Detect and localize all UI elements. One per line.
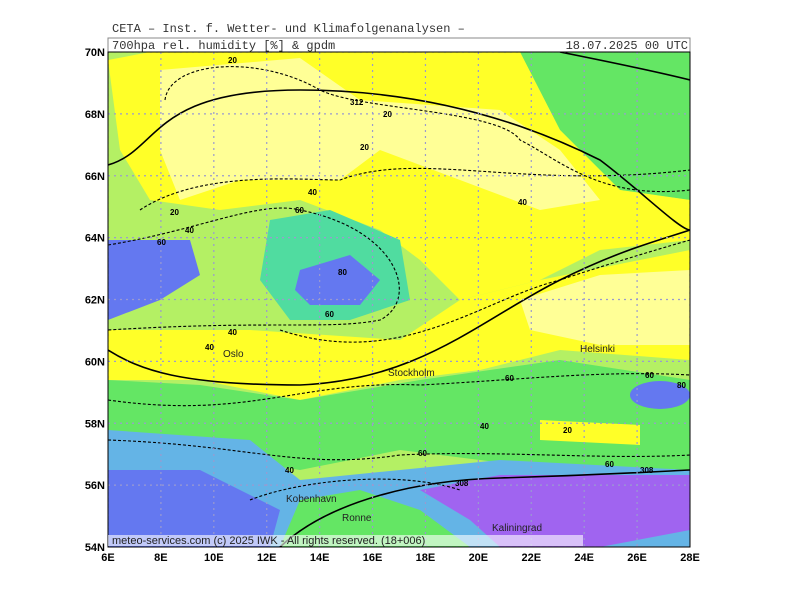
lon-label: 26E [627, 552, 647, 564]
lon-label: 22E [521, 552, 541, 564]
city-label: Kaliningrad [492, 523, 542, 534]
graticule [108, 52, 690, 547]
lon-label: 24E [574, 552, 594, 564]
lon-label: 28E [680, 552, 700, 564]
contour-label: 60 [605, 460, 614, 469]
city-label: Oslo [223, 349, 244, 360]
city-label: Helsinki [580, 344, 615, 355]
contour-label: 20 [563, 426, 572, 435]
contour-label: 80 [677, 381, 686, 390]
contour-label: 40 [480, 422, 489, 431]
lon-label: 12E [257, 552, 277, 564]
lat-label: 64N [85, 233, 105, 245]
map-area [108, 52, 690, 547]
lon-label: 8E [154, 552, 167, 564]
contour-label: 60 [645, 371, 654, 380]
contour-label: 40 [228, 328, 237, 337]
contour-label: 40 [205, 343, 214, 352]
lat-label: 62N [85, 295, 105, 307]
contour-label: 20 [360, 143, 369, 152]
map-frame [107, 51, 691, 548]
lat-label: 54N [85, 542, 105, 554]
contour-label: 40 [518, 198, 527, 207]
header-subtitle: 700hpa rel. humidity [%] & gpdm [112, 39, 335, 53]
contour-label: 20 [170, 208, 179, 217]
header-date: 18.07.2025 00 UTC [566, 39, 688, 53]
contour-label: 60 [295, 206, 304, 215]
city-labels: Oslo Stockholm Helsinki Kobenhavn Ronne … [223, 344, 615, 534]
lat-label: 70N [85, 47, 105, 59]
lat-label: 60N [85, 356, 105, 368]
contour-label: 40 [185, 226, 194, 235]
contour-label: 308 [640, 466, 654, 475]
lat-label: 68N [85, 109, 105, 121]
lon-label: 14E [310, 552, 330, 564]
lon-label: 20E [469, 552, 489, 564]
contour-label: 20 [228, 56, 237, 65]
header-title: CETA – Inst. f. Wetter- und Klimafolgena… [112, 22, 465, 36]
contour-label: 20 [383, 110, 392, 119]
city-label: Kobenhavn [286, 494, 337, 505]
lon-label: 18E [416, 552, 436, 564]
footer-box [108, 535, 583, 546]
contour-label: 308 [455, 479, 469, 488]
contour-label: 80 [338, 268, 347, 277]
contour-label: 60 [505, 374, 514, 383]
lat-label: 56N [85, 480, 105, 492]
contour-label: 40 [285, 466, 294, 475]
lon-label: 6E [101, 552, 114, 564]
contour-label: 60 [418, 449, 427, 458]
contour-label: 60 [325, 310, 334, 319]
lon-label: 16E [363, 552, 383, 564]
contour-labels: 20 312 20 20 40 40 60 80 60 60 40 40 20 … [157, 56, 686, 488]
contour-label: 60 [157, 238, 166, 247]
contour-label: 312 [350, 98, 364, 107]
contour-label: 40 [308, 188, 317, 197]
lat-label: 58N [85, 418, 105, 430]
city-label: Stockholm [388, 368, 435, 379]
city-label: Ronne [342, 513, 372, 524]
lat-label: 66N [85, 171, 105, 183]
footer-text: meteo-services.com (c) 2025 IWK - All ri… [112, 535, 425, 547]
lon-label: 10E [204, 552, 224, 564]
